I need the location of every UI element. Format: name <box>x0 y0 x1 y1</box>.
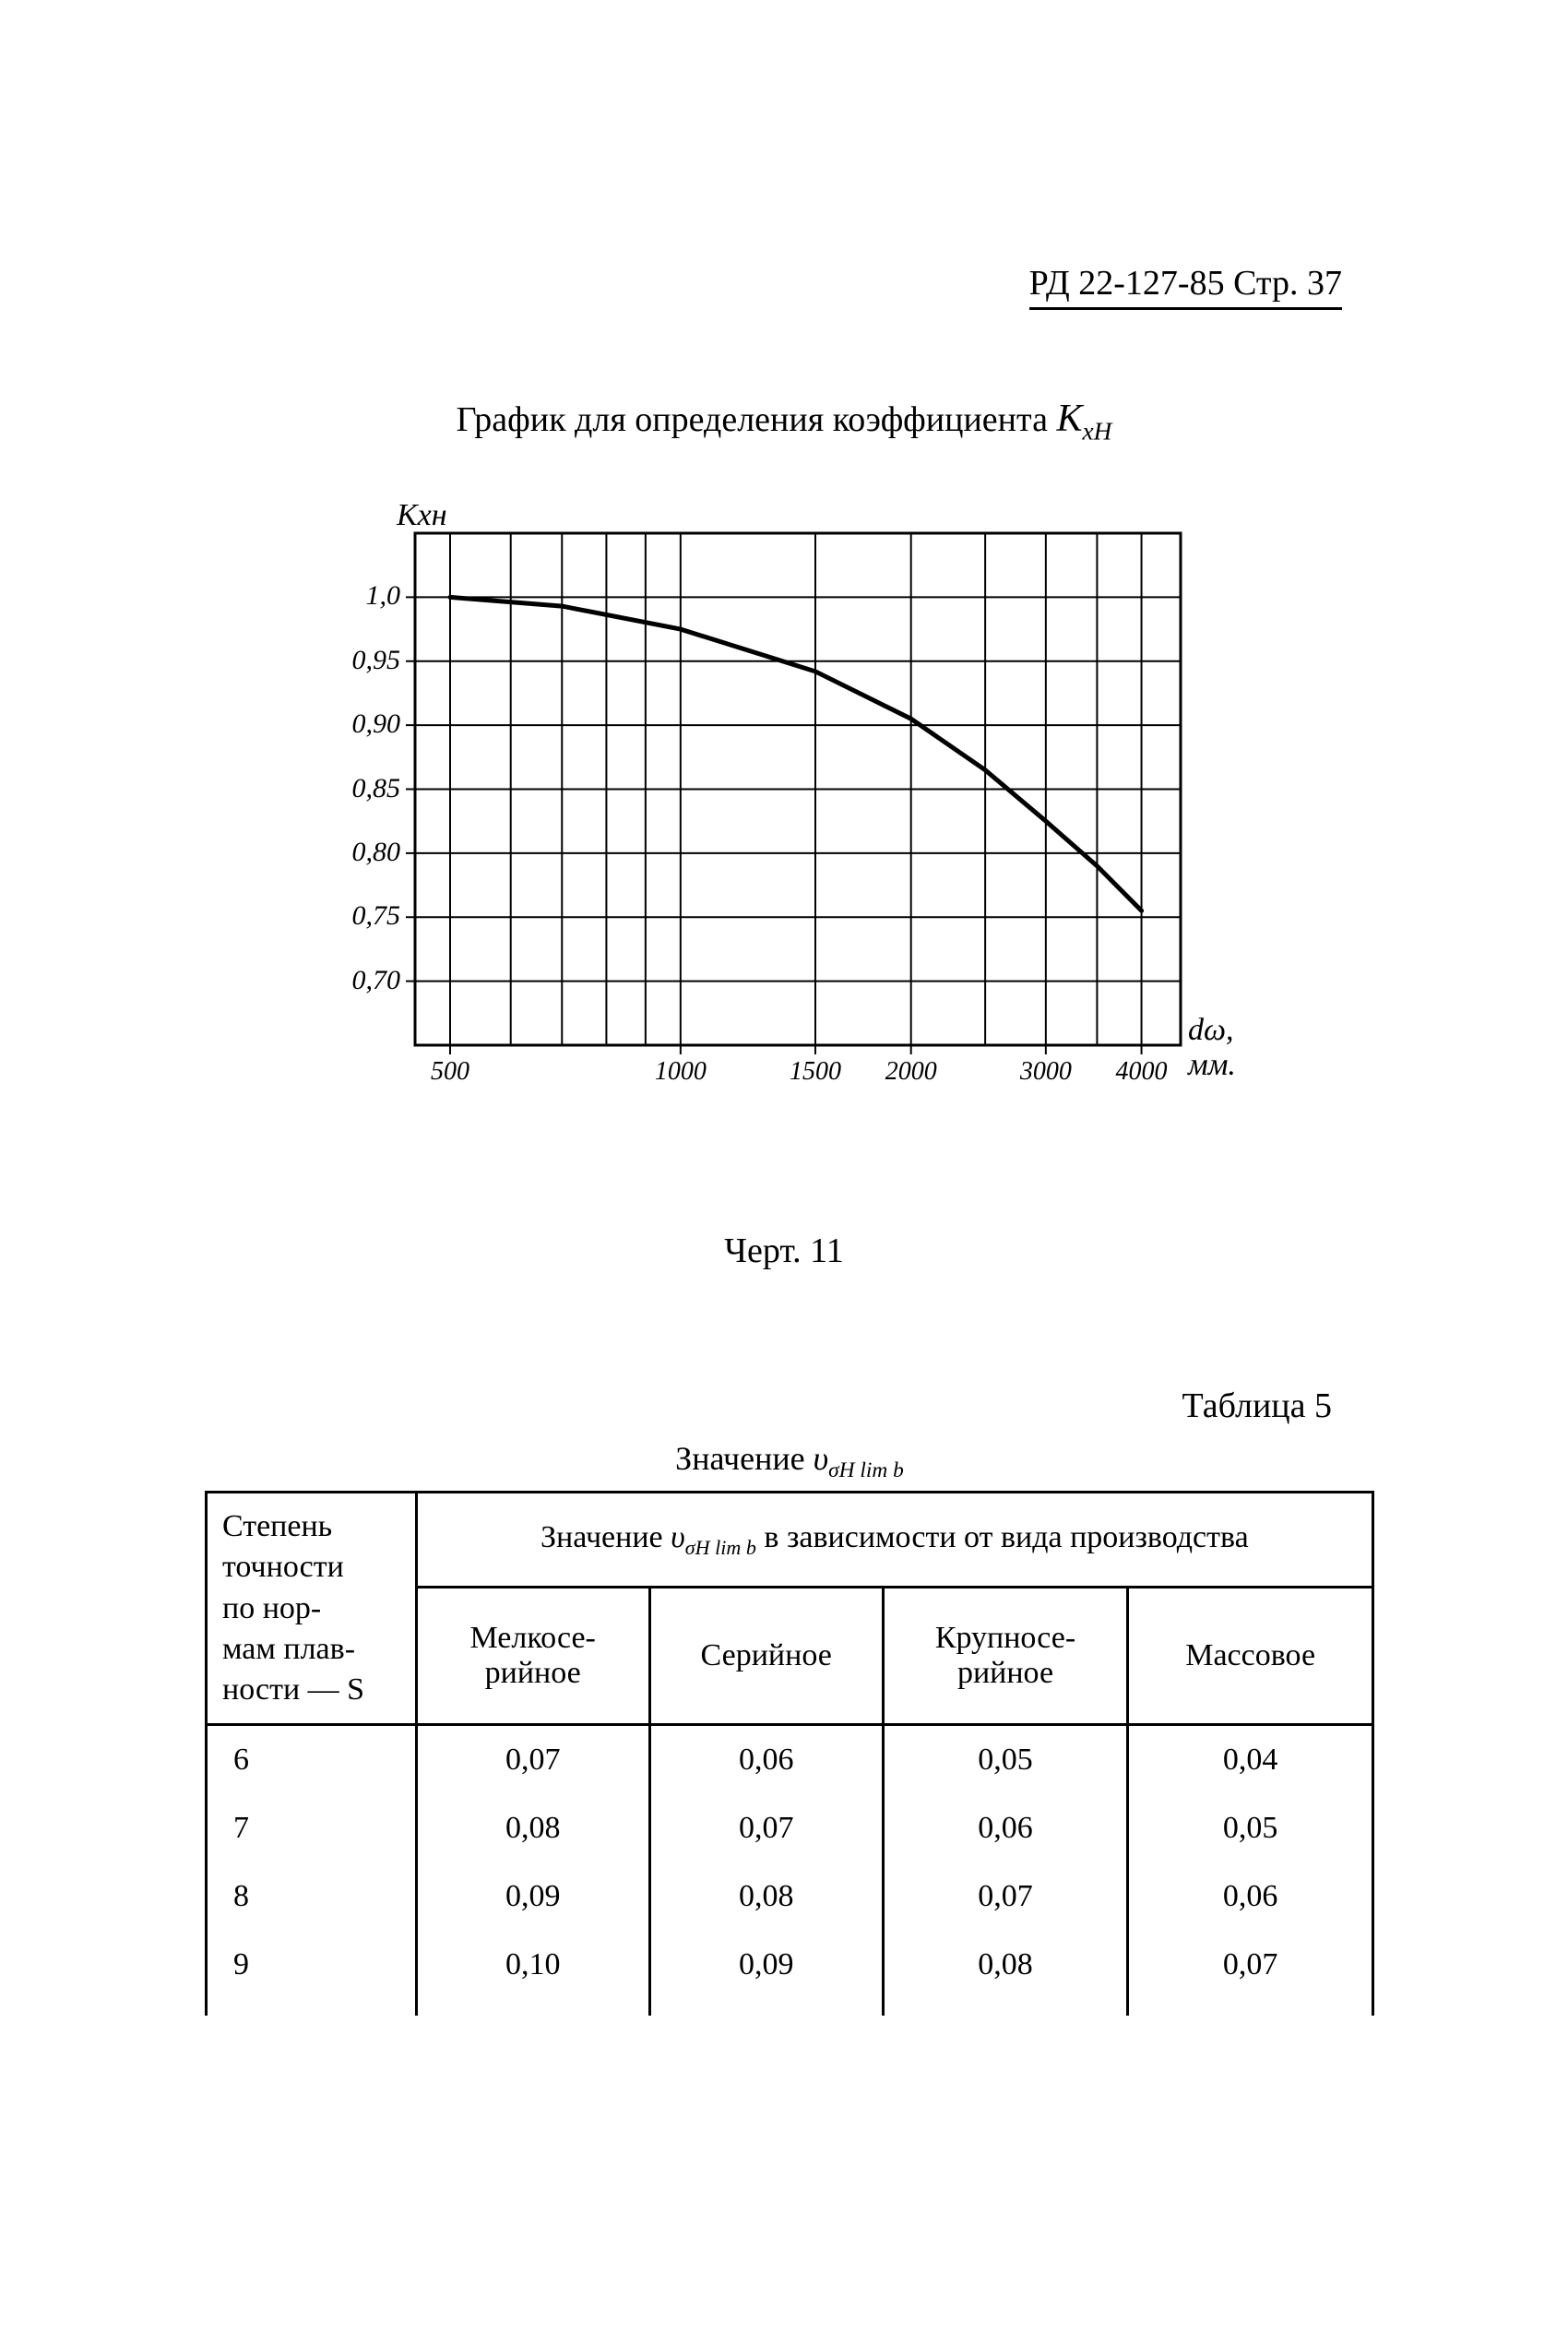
table-row: 80,090,080,070,06 <box>207 1862 1373 1931</box>
y-tick-label: 0,90 <box>336 708 400 740</box>
cell-degree: 8 <box>207 1862 417 1931</box>
chart-container: Kxн dω, мм. 1,00,950,900,850,800,750,705… <box>341 515 1282 1110</box>
cell-value: 0,05 <box>883 1725 1128 1795</box>
cell-value: 0,07 <box>883 1862 1128 1931</box>
table-label: Таблица 5 <box>1182 1386 1332 1426</box>
y-tick-label: 0,85 <box>336 773 400 804</box>
col-header-degree: Степеньточностипо нор-мам плав-ности — S <box>207 1493 417 1725</box>
x-tick-label: 500 <box>431 1057 469 1087</box>
chart-title-symbol: KxH <box>1056 398 1111 440</box>
chart-title-text: График для определения коэффициента <box>457 400 1057 439</box>
cell-value: 0,07 <box>1128 1931 1373 2016</box>
cell-value: 0,07 <box>416 1725 649 1795</box>
cell-value: 0,06 <box>1128 1862 1373 1931</box>
cell-degree: 9 <box>207 1931 417 2016</box>
table-title: Значение υσH lim b <box>205 1439 1374 1483</box>
y-tick-label: 0,75 <box>336 900 400 932</box>
table-row: 90,100,090,080,07 <box>207 1931 1373 2016</box>
table-row: 60,070,060,050,04 <box>207 1725 1373 1795</box>
table-container: Значение υσH lim b Степеньточностипо нор… <box>205 1439 1374 2016</box>
cell-value: 0,10 <box>416 1931 649 2016</box>
col-subheader: Серийное <box>649 1588 883 1725</box>
y-tick-label: 0,80 <box>336 837 400 868</box>
x-tick-label: 1500 <box>790 1057 841 1087</box>
y-tick-label: 0,95 <box>336 645 400 676</box>
cell-value: 0,07 <box>649 1794 883 1862</box>
cell-value: 0,05 <box>1128 1794 1373 1862</box>
cell-value: 0,06 <box>883 1794 1128 1862</box>
col-subheader: Массовое <box>1128 1588 1373 1725</box>
chart-title: График для определения коэффициента KxH <box>0 397 1568 446</box>
chart-svg <box>341 515 1282 1105</box>
x-tick-label: 4000 <box>1116 1057 1168 1087</box>
cell-degree: 7 <box>207 1794 417 1862</box>
figure-caption: Черт. 11 <box>0 1231 1568 1271</box>
cell-value: 0,09 <box>416 1862 649 1931</box>
data-table: Степеньточностипо нор-мам плав-ности — S… <box>205 1491 1374 2016</box>
cell-degree: 6 <box>207 1725 417 1795</box>
cell-value: 0,08 <box>649 1862 883 1931</box>
cell-value: 0,04 <box>1128 1725 1373 1795</box>
cell-value: 0,09 <box>649 1931 883 2016</box>
y-tick-label: 0,70 <box>336 965 400 996</box>
x-tick-label: 1000 <box>655 1057 707 1087</box>
y-axis-label: Kxн <box>397 498 447 533</box>
x-tick-label: 2000 <box>885 1057 937 1087</box>
x-tick-label: 3000 <box>1020 1057 1072 1087</box>
cell-value: 0,08 <box>883 1931 1128 2016</box>
table-row: 70,080,070,060,05 <box>207 1794 1373 1862</box>
col-header-span: Значение υσH lim b в зависимости от вида… <box>416 1493 1372 1588</box>
cell-value: 0,06 <box>649 1725 883 1795</box>
y-tick-label: 1,0 <box>336 580 400 612</box>
page-header: РД 22-127-85 Стр. 37 <box>1029 263 1342 310</box>
cell-value: 0,08 <box>416 1794 649 1862</box>
col-subheader: Крупносе-рийное <box>883 1588 1128 1725</box>
col-subheader: Мелкосе-рийное <box>416 1588 649 1725</box>
x-axis-label: dω, мм. <box>1188 1013 1282 1083</box>
